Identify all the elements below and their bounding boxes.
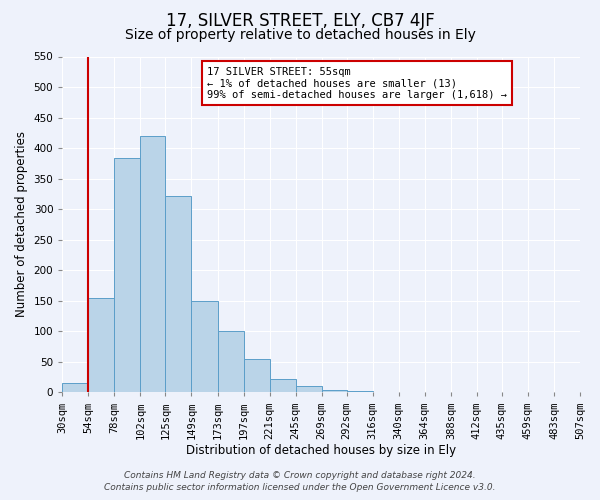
Y-axis label: Number of detached properties: Number of detached properties	[15, 132, 28, 318]
X-axis label: Distribution of detached houses by size in Ely: Distribution of detached houses by size …	[186, 444, 456, 458]
Text: Size of property relative to detached houses in Ely: Size of property relative to detached ho…	[125, 28, 475, 42]
Bar	[269, 379, 296, 392]
Bar	[166, 196, 191, 392]
Bar	[88, 298, 115, 392]
Bar	[115, 158, 140, 392]
Bar	[244, 359, 269, 392]
Bar	[62, 384, 88, 392]
Bar	[347, 391, 373, 392]
Bar	[218, 332, 244, 392]
Bar	[296, 386, 322, 392]
Text: 17 SILVER STREET: 55sqm
← 1% of detached houses are smaller (13)
99% of semi-det: 17 SILVER STREET: 55sqm ← 1% of detached…	[207, 66, 507, 100]
Text: Contains HM Land Registry data © Crown copyright and database right 2024.
Contai: Contains HM Land Registry data © Crown c…	[104, 471, 496, 492]
Text: 17, SILVER STREET, ELY, CB7 4JF: 17, SILVER STREET, ELY, CB7 4JF	[166, 12, 434, 30]
Bar	[322, 390, 347, 392]
Bar	[140, 136, 166, 392]
Bar	[191, 301, 218, 392]
